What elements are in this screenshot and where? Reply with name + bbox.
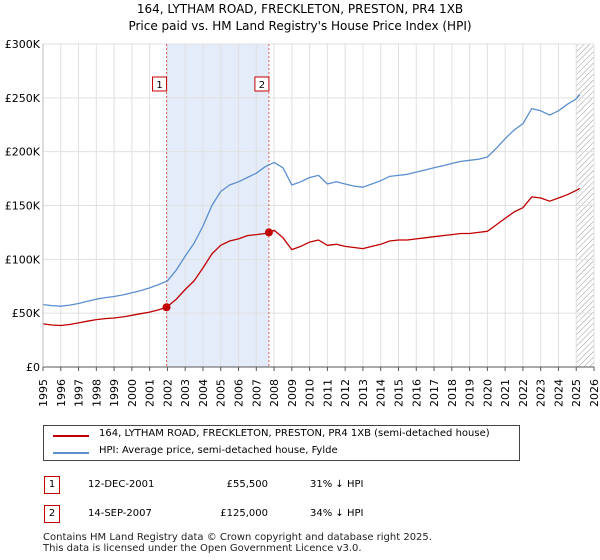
transaction-hpi: 34% ↓ HPI: [310, 508, 364, 519]
x-tick-label: 2005: [215, 379, 228, 407]
legend-label-hpi: HPI: Average price, semi-detached house,…: [99, 445, 338, 456]
y-tick-label: £100K: [5, 253, 41, 266]
x-tick-label: 2004: [197, 379, 210, 407]
transaction-hpi: 31% ↓ HPI: [310, 479, 364, 490]
chart-title: 164, LYTHAM ROAD, FRECKLETON, PRESTON, P…: [137, 2, 463, 16]
transaction-price: £55,500: [226, 479, 268, 490]
x-tick-label: 2007: [250, 379, 263, 407]
transaction-point-1: [162, 303, 171, 312]
transaction-badge: 1: [44, 476, 60, 494]
marker-box-2: [254, 76, 270, 92]
footer-line-1: Contains HM Land Registry data © Crown c…: [43, 532, 432, 543]
x-tick-label: 2026: [588, 379, 600, 407]
x-tick-label: 1997: [73, 379, 86, 407]
transaction-price: £125,000: [220, 508, 268, 519]
x-tick-label: 2003: [179, 379, 192, 407]
x-tick-label: 2010: [304, 379, 317, 407]
legend-item-hpi: HPI: Average price, semi-detached house,…: [44, 444, 519, 462]
transaction-date: 14-SEP-2007: [88, 508, 152, 519]
legend: 164, LYTHAM ROAD, FRECKLETON, PRESTON, P…: [43, 425, 520, 461]
marker-box-label: 1: [156, 80, 162, 91]
x-tick-label: 2006: [233, 379, 246, 407]
legend-swatch-blue: [53, 452, 89, 454]
x-tick-label: 2001: [144, 379, 157, 407]
x-tick-label: 2012: [339, 379, 352, 407]
legend-swatch-red: [53, 435, 89, 437]
x-tick-label: 2020: [481, 379, 494, 407]
x-tick-label: 2002: [161, 379, 174, 407]
x-tick-label: 2014: [375, 379, 388, 407]
y-tick-label: £250K: [5, 92, 41, 105]
x-tick-label: 2016: [410, 379, 423, 407]
y-tick-label: £300K: [5, 38, 41, 51]
x-tick-label: 2022: [517, 379, 530, 407]
x-tick-label: 2013: [357, 379, 370, 407]
x-tick-label: 2024: [552, 379, 565, 407]
transaction-date: 12-DEC-2001: [88, 479, 155, 490]
x-tick-label: 2023: [535, 379, 548, 407]
x-tick-label: 2011: [321, 379, 334, 407]
footer-line-2: This data is licensed under the Open Gov…: [43, 543, 362, 554]
transaction-row: 1 12-DEC-2001 £55,500 31% ↓ HPI: [0, 476, 600, 498]
transaction-point-2: [264, 228, 273, 237]
x-tick-label: 2018: [446, 379, 459, 407]
y-tick-label: £150K: [5, 200, 41, 213]
x-tick-label: 2008: [268, 379, 281, 407]
legend-item-property: 164, LYTHAM ROAD, FRECKLETON, PRESTON, P…: [44, 427, 519, 445]
chart-subtitle: Price paid vs. HM Land Registry's House …: [128, 19, 471, 33]
marker-box-1: [152, 76, 168, 92]
y-tick-label: £0: [26, 361, 40, 374]
x-tick-label: 2019: [464, 379, 477, 407]
transaction-row: 2 14-SEP-2007 £125,000 34% ↓ HPI: [0, 505, 600, 527]
y-tick-label: £50K: [12, 307, 41, 320]
x-tick-label: 1999: [108, 379, 121, 407]
legend-label-property: 164, LYTHAM ROAD, FRECKLETON, PRESTON, P…: [99, 428, 490, 439]
series-line-property: [42, 187, 581, 327]
plot-area: £0 £50K £100K £150K £200K £250K £300K 1995 1996 1…: [5, 38, 600, 407]
x-tick-label: 1996: [55, 379, 68, 407]
x-tick-label: 2017: [428, 379, 441, 407]
x-tick-label: 1998: [90, 379, 103, 407]
marker-box-label: 2: [259, 80, 265, 91]
x-tick-label: 2015: [392, 379, 405, 407]
price-chart: 164, LYTHAM ROAD, FRECKLETON, PRESTON, P…: [5, 2, 600, 407]
x-tick-label: 2025: [570, 379, 583, 407]
series-line-hpi: [42, 94, 581, 307]
x-tick-label: 2009: [286, 379, 299, 407]
x-tick-label: 1995: [37, 379, 50, 407]
transaction-badge: 2: [44, 505, 60, 523]
footer: Contains HM Land Registry data © Crown c…: [43, 532, 432, 554]
x-tick-label: 2021: [499, 379, 512, 407]
x-tick-label: 2000: [126, 379, 139, 407]
y-tick-label: £200K: [5, 146, 41, 159]
